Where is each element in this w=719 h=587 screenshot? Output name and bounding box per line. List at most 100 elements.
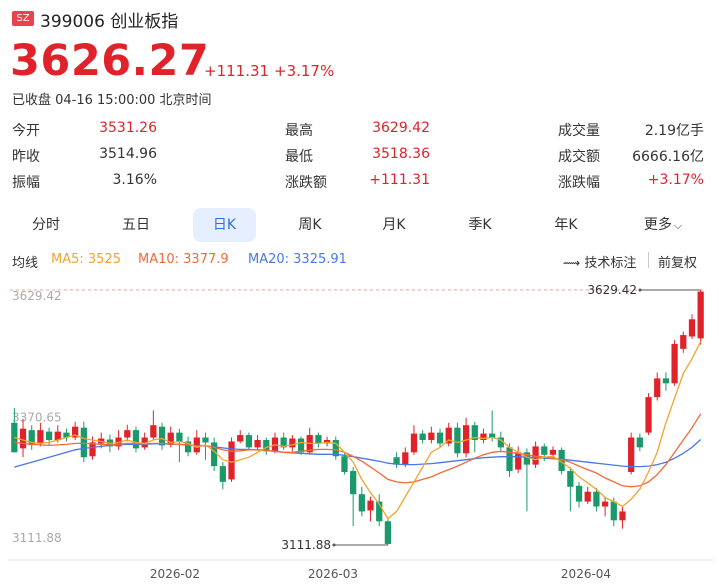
technical-annotation-button[interactable]: ⟿ 技术标注: [563, 252, 636, 271]
candle-body: [523, 452, 531, 465]
candle-body: [280, 437, 287, 448]
candle-body: [167, 432, 174, 445]
candle-body: [662, 378, 670, 384]
annotation-icon: ⟿: [563, 256, 581, 270]
tab-five-day[interactable]: 五日: [122, 217, 150, 233]
candle-body: [358, 494, 365, 512]
stat-value: 3514.96: [99, 146, 157, 162]
candle-body: [654, 378, 661, 398]
candle-body: [211, 442, 218, 467]
candle-body: [254, 439, 261, 448]
stat-value: 6666.16亿: [632, 149, 704, 165]
candle-body: [575, 485, 583, 502]
candle-body: [601, 501, 609, 507]
candle-body: [454, 427, 461, 454]
candle-body: [671, 343, 678, 384]
candle-body: [350, 471, 357, 495]
candle-body: [219, 466, 226, 482]
low-marker-label: 3111.88: [281, 538, 331, 552]
candle-body: [89, 442, 96, 457]
candle-body: [497, 437, 504, 448]
toolbar-divider: [648, 252, 649, 268]
candle-body: [462, 425, 470, 454]
stat-value: +111.31: [369, 172, 430, 188]
tab-monthly-k[interactable]: 月K: [382, 217, 406, 233]
candle-body: [410, 433, 418, 453]
candle-body: [341, 456, 348, 473]
candle-body: [289, 438, 296, 448]
index-name: 创业板指: [110, 12, 179, 32]
candle-body: [323, 439, 331, 444]
ma5-line: [14, 341, 702, 520]
forward-adjust-button[interactable]: 前复权: [658, 256, 698, 271]
candle-body: [428, 432, 435, 440]
candle-body: [176, 432, 183, 442]
x-axis-label: 2026-02: [150, 567, 200, 581]
candle-body: [245, 435, 253, 448]
ma10-line: [14, 413, 702, 488]
index-title: 399006 创业板指: [40, 7, 178, 32]
candle-body: [158, 426, 166, 446]
chevron-down-icon: ⌵: [673, 219, 683, 232]
candle-body: [402, 452, 409, 465]
tab-daily-k[interactable]: 日K: [193, 208, 256, 242]
candle-body: [54, 431, 61, 440]
candle-body: [384, 521, 392, 544]
candle-body: [184, 441, 192, 453]
stat-value: 3629.42: [372, 120, 430, 136]
candle-body: [19, 428, 27, 449]
x-axis-label: 2026-03: [308, 567, 358, 581]
index-code: 399006: [40, 12, 105, 32]
ma10-value: MA10: 3377.9: [138, 252, 229, 267]
stat-label: 涨跌幅: [558, 175, 600, 191]
tab-quarterly-k[interactable]: 季K: [468, 217, 492, 233]
candle-body: [80, 427, 87, 458]
candle-body: [515, 452, 522, 470]
tab-more[interactable]: 更多 ⌵: [628, 208, 698, 242]
candle-body: [584, 491, 591, 502]
stat-label: 涨跌额: [285, 175, 327, 191]
stat-label: 成交额: [558, 149, 600, 165]
stat-value: 3531.26: [99, 120, 157, 136]
stat-label: 成交量: [558, 123, 600, 139]
candle-body: [549, 449, 557, 455]
candle-body: [193, 437, 200, 453]
y-axis-label: 3370.65: [12, 411, 62, 425]
candle-body: [367, 500, 374, 511]
candle-body: [436, 432, 444, 444]
candle-body: [619, 511, 626, 521]
candle-body: [263, 439, 270, 452]
candle-body: [541, 446, 548, 455]
candle-body: [419, 433, 426, 440]
candle-body: [636, 437, 643, 448]
stat-value: +3.17%: [647, 172, 704, 188]
candle-body: [141, 437, 148, 448]
stat-value: 2.19亿手: [644, 123, 704, 139]
candle-body: [697, 291, 704, 339]
tab-yearly-k[interactable]: 年K: [554, 217, 578, 233]
candle-body: [567, 471, 574, 487]
candle-body: [645, 397, 652, 433]
candle-body: [506, 447, 513, 472]
candle-body: [297, 438, 305, 453]
tab-weekly-k[interactable]: 周K: [298, 217, 322, 233]
ma5-value: MA5: 3525: [51, 252, 121, 267]
candle-body: [558, 449, 565, 472]
ma20-line: [14, 439, 702, 468]
candle-body: [63, 432, 70, 438]
tab-intraday[interactable]: 分时: [32, 217, 60, 233]
stat-value: 3518.36: [372, 146, 430, 162]
candle-body: [45, 431, 53, 440]
candle-body: [124, 430, 131, 438]
stat-label: 最高: [285, 123, 313, 139]
price-change: +111.31: [204, 62, 270, 80]
candle-body: [315, 435, 322, 444]
ma20-value: MA20: 3325.91: [248, 252, 347, 267]
candle-body: [489, 433, 496, 438]
high-marker-label: 3629.42: [587, 283, 637, 297]
candle-body: [445, 427, 452, 444]
candle-body: [150, 425, 157, 438]
candle-body: [628, 437, 635, 473]
candle-body: [376, 501, 383, 522]
